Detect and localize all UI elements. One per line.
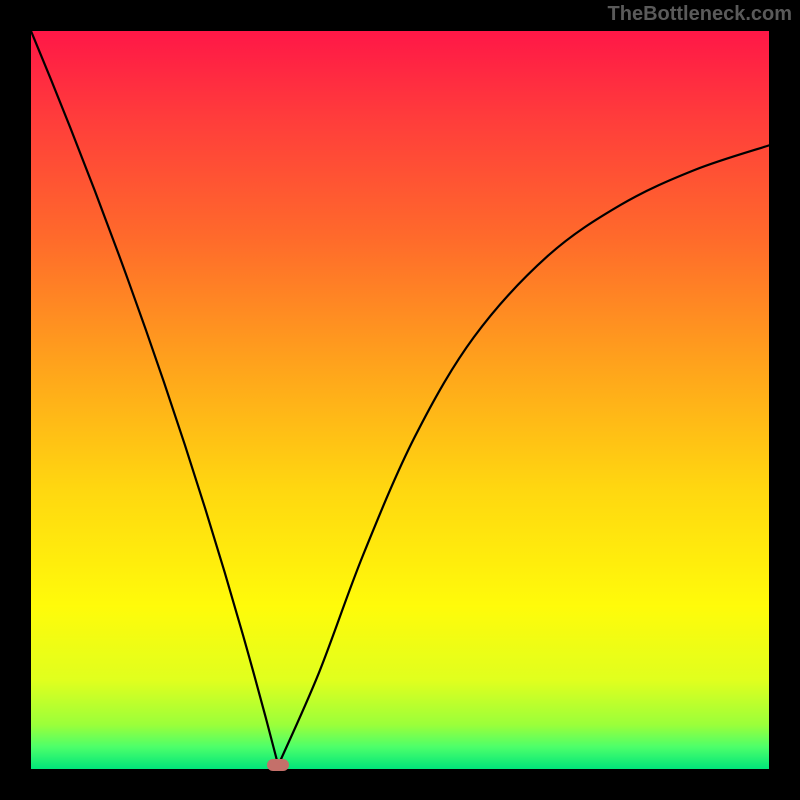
curve-path	[31, 31, 769, 765]
minimum-marker	[267, 759, 289, 771]
curve-line	[31, 31, 769, 769]
chart-container: TheBottleneck.com	[0, 0, 800, 800]
plot-area	[31, 31, 769, 769]
watermark-text: TheBottleneck.com	[608, 3, 792, 26]
